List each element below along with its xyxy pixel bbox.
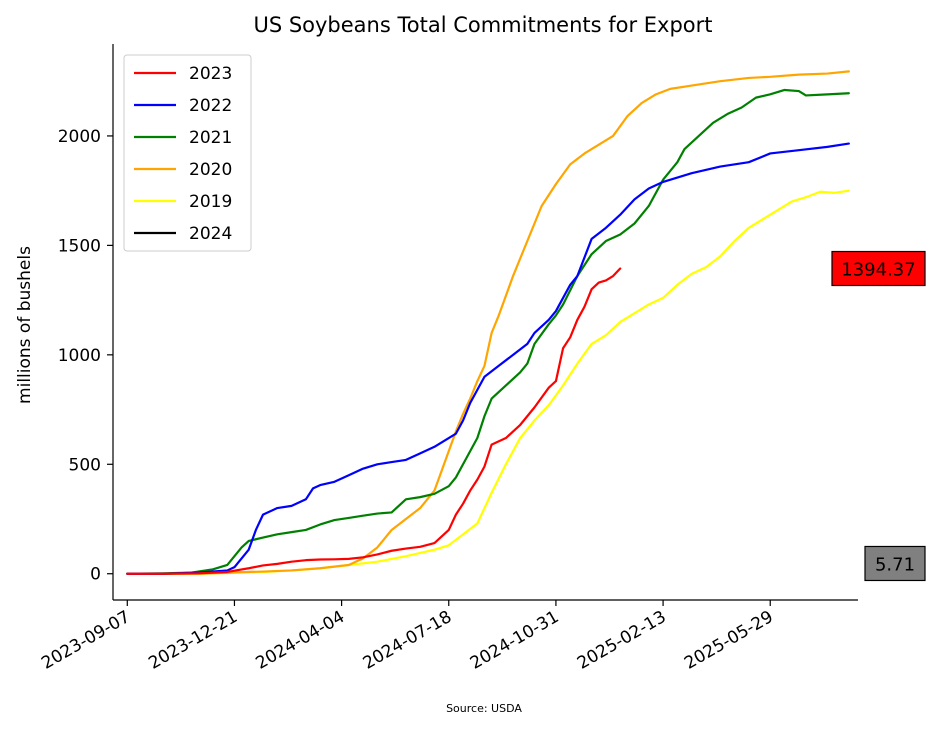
x-tick-label: 2024-10-31: [467, 607, 563, 674]
series-layer: [126, 70, 850, 575]
series-line-2019: [126, 189, 850, 575]
x-tick-label: 2024-07-18: [360, 607, 456, 674]
value-badge-2023: [831, 250, 926, 287]
legend-label-2023: 2023: [189, 64, 232, 84]
x-tick-label: 2023-09-07: [38, 607, 134, 674]
legend-items: 2023 2022 2021 2020 2019 2024: [134, 64, 232, 244]
value-badge-2024: [864, 545, 926, 582]
annotation-layer: 1394.37 5.71: [831, 250, 926, 582]
series-line-2023: [126, 267, 622, 575]
y-tick-label: 2000: [58, 127, 101, 147]
legend-label-2022: 2022: [189, 96, 232, 116]
legend-label-2021: 2021: [189, 128, 232, 148]
x-tick-label: 2025-02-13: [574, 607, 670, 674]
x-ticks: 2023-09-07 2023-12-21 2024-04-04 2024-07-18…: [38, 600, 777, 674]
y-tick-label: 0: [90, 565, 101, 585]
chart-title: US Soybeans Total Commitments for Export: [253, 13, 712, 37]
legend-label-2020: 2020: [189, 160, 232, 180]
x-tick-label: 2024-04-04: [253, 607, 349, 674]
value-badge-label-2023: 1394.37: [841, 260, 915, 281]
y-tick-label: 500: [69, 455, 101, 475]
value-badge-label-2024: 5.71: [875, 554, 915, 575]
legend-box: [123, 54, 252, 252]
series-line-2022: [126, 142, 850, 575]
x-tick-label: 2023-12-21: [145, 607, 241, 674]
legend-label-2024: 2024: [189, 224, 232, 244]
y-axis-label: millions of bushels: [15, 246, 35, 404]
y-tick-label: 1000: [58, 346, 101, 366]
legend-label-2019: 2019: [189, 192, 232, 212]
source-note: Source: USDA: [446, 702, 522, 715]
series-line-2021: [126, 88, 850, 575]
plot-area: [126, 70, 850, 575]
y-tick-label: 1500: [58, 236, 101, 256]
y-ticks: 0 500 1000 1500 2000: [58, 127, 113, 585]
x-tick-label: 2025-05-29: [681, 607, 777, 674]
legend: 2023 2022 2021 2020 2019 2024: [123, 54, 252, 252]
